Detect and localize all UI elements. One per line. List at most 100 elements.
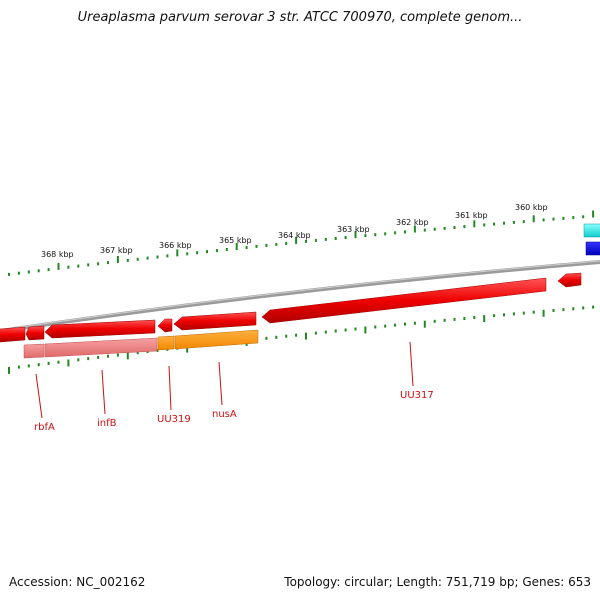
minor-tick — [324, 237, 327, 241]
minor-tick — [57, 360, 60, 364]
minor-tick — [47, 361, 50, 365]
gene-bar-UU319[interactable] — [157, 335, 175, 351]
minor-tick — [305, 239, 307, 243]
cds-arrow[interactable] — [44, 319, 156, 339]
cds-arrow[interactable] — [0, 326, 26, 343]
gene-label-UU317[interactable]: UU317 — [400, 390, 434, 401]
cds-track — [0, 272, 582, 343]
minor-tick — [582, 306, 585, 310]
gene-bar-nusA[interactable] — [174, 329, 259, 350]
minor-tick — [77, 264, 80, 268]
minor-tick — [126, 258, 129, 262]
minor-tick — [285, 334, 288, 338]
leader-line — [168, 365, 172, 411]
minor-tick — [493, 222, 496, 226]
cds-arrow[interactable] — [25, 325, 45, 341]
gene-label-nusA[interactable]: nusA — [212, 409, 237, 420]
minor-tick — [384, 324, 387, 328]
minor-tick — [67, 265, 70, 269]
minor-tick — [255, 244, 258, 248]
minor-tick — [562, 216, 565, 220]
minor-tick — [592, 305, 595, 309]
minor-tick — [483, 223, 486, 227]
label-leaders — [35, 341, 414, 419]
minor-tick — [493, 314, 496, 318]
ruler-label: 367 kbp — [100, 246, 133, 255]
minor-tick — [87, 263, 90, 267]
minor-tick — [156, 348, 159, 352]
minor-tick — [27, 270, 30, 274]
major-tick — [67, 359, 70, 367]
minor-tick — [136, 351, 139, 355]
gene-bar-rbfA[interactable] — [23, 343, 45, 359]
minor-tick — [265, 243, 268, 247]
major-tick — [186, 345, 189, 353]
accession-text: Accession: NC_002162 — [9, 575, 146, 589]
major-tick — [532, 215, 535, 223]
cds-arrow[interactable] — [261, 277, 547, 324]
gene-label-infB[interactable]: infB — [97, 418, 117, 429]
ruler-label: 363 kbp — [337, 225, 370, 234]
minor-tick — [364, 234, 367, 238]
minor-tick — [344, 328, 347, 332]
minor-tick — [503, 221, 505, 225]
ruler-label: 366 kbp — [159, 241, 192, 250]
minor-tick — [453, 317, 456, 321]
ruler-label: 361 kbp — [455, 211, 488, 220]
minor-tick — [27, 364, 30, 368]
minor-tick — [394, 323, 397, 327]
minor-tick — [473, 316, 476, 319]
minor-tick — [265, 336, 268, 340]
minor-tick — [433, 319, 436, 323]
minor-tick — [8, 272, 10, 276]
major-tick — [295, 236, 298, 244]
ruler-label: 360 kbp — [515, 203, 548, 212]
minor-tick — [107, 261, 109, 265]
minor-tick — [47, 268, 50, 272]
cds-arrow[interactable] — [157, 318, 173, 333]
map-title: Ureaplasma parvum serovar 3 str. ATCC 70… — [77, 10, 523, 25]
minor-tick — [572, 307, 575, 311]
minor-tick — [522, 311, 525, 315]
topology-text: Topology: circular; Length: 751,719 bp; … — [284, 575, 591, 589]
minor-tick — [334, 237, 337, 240]
minor-tick — [314, 331, 317, 335]
minor-tick — [87, 357, 90, 361]
cyan-feature[interactable] — [583, 223, 600, 238]
minor-tick — [552, 309, 555, 312]
major-tick — [364, 326, 367, 334]
leader-line — [409, 341, 414, 387]
minor-tick — [97, 355, 100, 359]
cds-arrow[interactable] — [557, 272, 582, 288]
minor-tick — [37, 363, 40, 367]
minor-tick — [354, 327, 357, 331]
minor-tick — [443, 318, 446, 322]
gene-bar-infB[interactable] — [44, 337, 158, 358]
minor-tick — [512, 312, 515, 316]
minor-tick — [453, 226, 456, 229]
gene-label-rbfA[interactable]: rbfA — [34, 422, 55, 433]
major-tick — [592, 210, 595, 218]
ruler-label: 368 kbp — [41, 250, 74, 259]
minor-tick — [97, 262, 100, 266]
minor-tick — [374, 325, 377, 329]
minor-tick — [463, 225, 466, 229]
cds-arrow[interactable] — [173, 311, 257, 331]
minor-tick — [503, 313, 505, 317]
ruler-label: 364 kbp — [278, 231, 311, 240]
minor-tick — [186, 252, 189, 256]
minor-tick — [156, 255, 159, 259]
minor-tick — [582, 215, 585, 219]
minor-tick — [572, 216, 575, 220]
minor-tick — [225, 248, 228, 251]
minor-tick — [107, 354, 109, 358]
minor-tick — [433, 227, 436, 231]
gene-label-UU319[interactable]: UU319 — [157, 414, 191, 425]
ruler-label: 365 kbp — [219, 236, 252, 245]
minor-tick — [384, 232, 387, 236]
ruler-label: 362 kbp — [396, 218, 429, 227]
blue-feature[interactable] — [585, 241, 600, 256]
minor-tick — [206, 250, 208, 254]
major-tick — [8, 366, 10, 374]
minor-tick — [196, 251, 199, 255]
